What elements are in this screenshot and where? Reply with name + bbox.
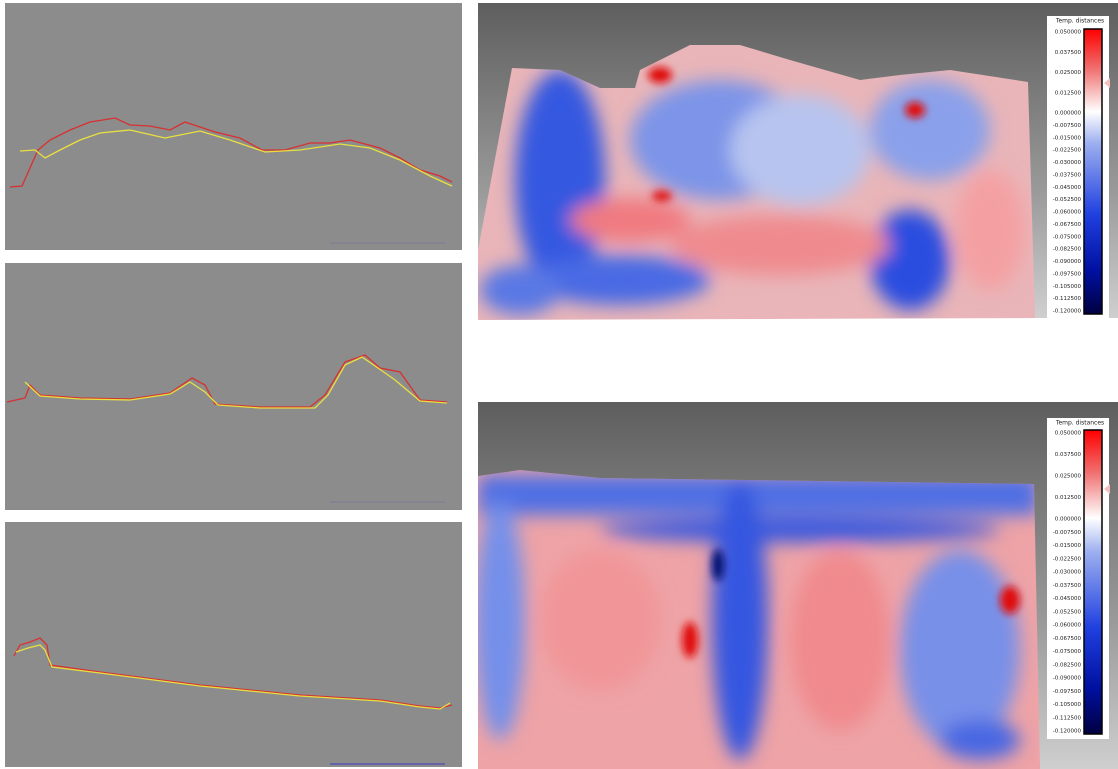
scale-label: -0.112500	[1053, 715, 1082, 721]
scale-label: 0.025000	[1055, 70, 1082, 76]
scale-label: -0.082500	[1053, 662, 1082, 668]
profile-panel	[5, 3, 462, 250]
scale-label: 0.050000	[1055, 30, 1082, 36]
scale-label: -0.067500	[1053, 636, 1082, 642]
scale-label: -0.075000	[1053, 649, 1082, 655]
scale-label: -0.037500	[1053, 583, 1082, 589]
scale-label: -0.060000	[1053, 623, 1082, 629]
scale-label: -0.120000	[1053, 729, 1082, 735]
profile-panel	[5, 263, 462, 510]
scale-label: -0.007500	[1053, 530, 1082, 536]
scale-label: -0.060000	[1053, 210, 1082, 216]
scale-label: 0.037500	[1055, 452, 1082, 458]
scale-label: -0.090000	[1053, 259, 1082, 265]
distance-view	[478, 402, 1118, 769]
scale-bar	[1083, 28, 1103, 315]
legends: Temp. distances 0.050000 0.037500 0.025000 0…	[1047, 16, 1110, 739]
scale-label: 0.012500	[1055, 495, 1082, 501]
scale-label: -0.067500	[1053, 222, 1082, 228]
scale-label: -0.075000	[1053, 234, 1082, 240]
distance-view	[478, 3, 1118, 320]
scale-title: Temp. distances	[1055, 420, 1104, 427]
scale-label: 0.000000	[1055, 111, 1082, 117]
scale-title: Temp. distances	[1055, 18, 1104, 25]
scale-label: -0.030000	[1053, 570, 1082, 576]
scale-marker	[1104, 484, 1110, 494]
scale-label: -0.045000	[1053, 596, 1082, 602]
scale-label: 0.012500	[1055, 90, 1082, 96]
scale-bar	[1083, 429, 1103, 735]
scale-label: -0.022500	[1053, 556, 1082, 562]
color-scale: Temp. distances 0.050000 0.037500 0.025000 0…	[1047, 418, 1110, 739]
scale-label: -0.097500	[1053, 271, 1082, 277]
scale-label: -0.037500	[1053, 172, 1082, 178]
scale-label: 0.000000	[1055, 517, 1082, 523]
scale-label: -0.120000	[1053, 309, 1082, 315]
scale-label: -0.030000	[1053, 160, 1082, 166]
scale-label: -0.112500	[1053, 296, 1082, 302]
scale-label: 0.025000	[1055, 474, 1082, 480]
scale-marker	[1104, 78, 1110, 88]
color-scale: Temp. distances 0.050000 0.037500 0.025000 0…	[1047, 16, 1110, 319]
scale-label: -0.097500	[1053, 689, 1082, 695]
scale-label: -0.007500	[1053, 123, 1082, 129]
scale-label: -0.105000	[1053, 284, 1082, 290]
scale-label: -0.022500	[1053, 148, 1082, 154]
scale-label: -0.015000	[1053, 135, 1082, 141]
scale-label: -0.082500	[1053, 247, 1082, 253]
scale-label: -0.052500	[1053, 197, 1082, 203]
scale-label: 0.050000	[1055, 431, 1082, 437]
profile-panel	[5, 522, 462, 767]
scale-label: -0.015000	[1053, 543, 1082, 549]
scale-label: 0.037500	[1055, 50, 1082, 56]
scale-label: -0.105000	[1053, 702, 1082, 708]
scale-label: -0.090000	[1053, 676, 1082, 682]
scale-label: -0.045000	[1053, 185, 1082, 191]
scale-label: -0.052500	[1053, 609, 1082, 615]
